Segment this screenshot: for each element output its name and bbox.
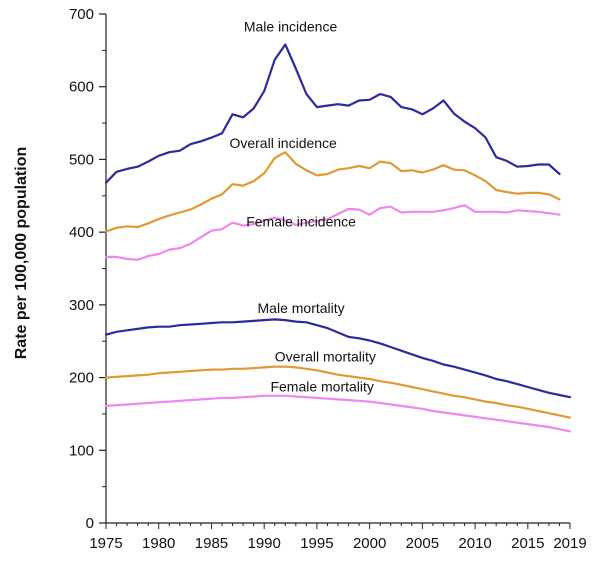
series-annotation-overall-incidence: Overall incidence	[229, 135, 337, 151]
series-line-overall-mortality	[104, 365, 572, 419]
x-tick-label: 1980	[142, 535, 175, 552]
series-annotation-overall-mortality: Overall mortality	[275, 349, 376, 365]
series-annotation-female-mortality: Female mortality	[270, 378, 373, 394]
x-tick-label: 2000	[353, 535, 386, 552]
series-line-female-incidence	[104, 204, 561, 261]
series-line-female-mortality	[104, 394, 572, 433]
series-annotation-male-mortality: Male mortality	[258, 300, 345, 316]
series-line-male-mortality	[104, 318, 572, 399]
axes: 0 100 200 300 400 500 600 700 1975 1980 1985 1990 19…	[69, 6, 587, 552]
series-annotations: Male incidence Overall incidence Female in…	[229, 18, 375, 394]
y-tick-label: 500	[69, 151, 94, 168]
x-tick-label: 1985	[195, 535, 228, 552]
y-tick-label: 0	[86, 515, 94, 532]
y-tick-label: 400	[69, 224, 94, 241]
y-tick-label: 700	[69, 6, 94, 23]
x-tick-label: 1990	[247, 535, 280, 552]
series-annotation-female-incidence: Female incidence	[246, 213, 356, 229]
x-tick-label: 2019	[553, 535, 586, 552]
y-tick-label: 300	[69, 297, 94, 314]
series-lines	[104, 43, 572, 433]
x-tick-label: 2005	[406, 535, 439, 552]
series-line-overall-incidence	[104, 151, 561, 233]
x-tick-label: 1975	[89, 535, 122, 552]
y-tick-label: 600	[69, 79, 94, 96]
y-tick-label: 100	[69, 442, 94, 459]
series-line-male-incidence	[104, 43, 561, 184]
y-axis-label: Rate per 100,000 population	[13, 147, 30, 360]
x-tick-label: 1995	[300, 535, 333, 552]
y-tick-label: 200	[69, 370, 94, 387]
x-tick-label: 2015	[511, 535, 544, 552]
series-annotation-male-incidence: Male incidence	[244, 18, 338, 34]
x-tick-label: 2010	[458, 535, 491, 552]
